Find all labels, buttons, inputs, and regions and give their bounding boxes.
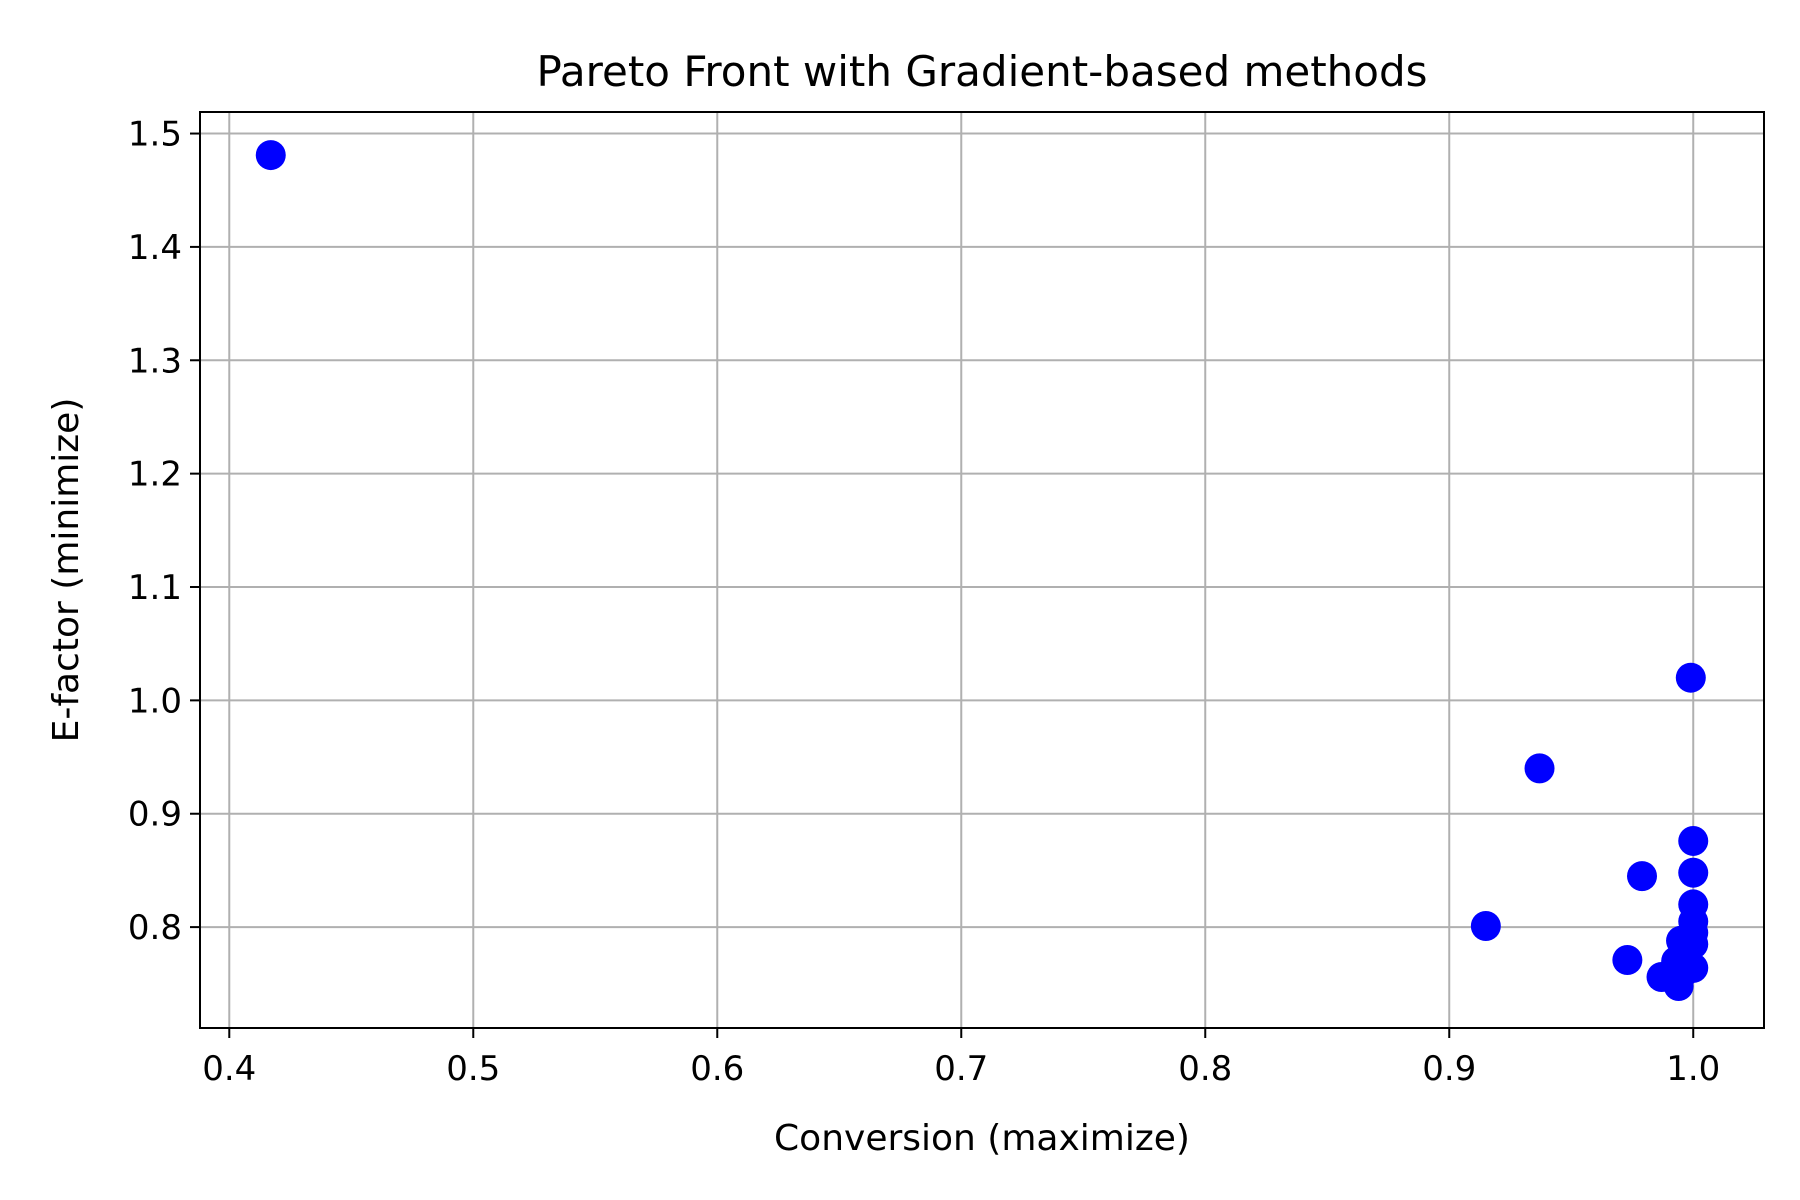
x-axis-label: Conversion (maximize)	[774, 1118, 1190, 1159]
scatter-point	[1678, 825, 1709, 856]
x-tick-label: 0.7	[934, 1049, 988, 1089]
grid-lines	[200, 112, 1764, 1028]
x-tick-label: 1.0	[1666, 1049, 1720, 1089]
x-tick-label: 0.9	[1422, 1049, 1476, 1089]
y-tick-label: 1.0	[128, 681, 182, 721]
scatter-point	[1612, 944, 1643, 975]
x-tick-label: 0.5	[446, 1049, 500, 1089]
y-tick-label: 1.4	[128, 228, 182, 268]
y-axis-label: E-factor (minimize)	[46, 398, 87, 743]
y-axis-ticks: 0.8 0.9 1.0 1.1 1.2 1.3 1.4 1.5	[128, 115, 200, 948]
plot-frame	[199, 111, 1765, 1029]
scatter-points	[255, 140, 1709, 1002]
scatter-point	[1678, 857, 1709, 888]
y-tick-label: 0.9	[128, 795, 182, 835]
x-tick-label: 0.8	[1178, 1049, 1232, 1089]
y-tick-label: 1.1	[128, 568, 182, 608]
scatter-point	[1627, 861, 1658, 892]
y-tick-label: 1.2	[128, 455, 182, 495]
scatter-point	[1524, 753, 1555, 784]
chart-title: Pareto Front with Gradient-based methods	[536, 47, 1427, 96]
y-tick-label: 1.5	[128, 115, 182, 155]
scatter-point	[1470, 910, 1501, 941]
y-tick-label: 1.3	[128, 341, 182, 381]
y-tick-label: 0.8	[128, 908, 182, 948]
scatter-point	[1675, 662, 1706, 693]
x-tick-label: 0.6	[690, 1049, 744, 1089]
scatter-point	[1663, 971, 1694, 1002]
x-axis-ticks: 0.4 0.5 0.6 0.7 0.8 0.9 1.0	[202, 1028, 1720, 1089]
scatter-point	[255, 140, 286, 171]
x-tick-label: 0.4	[202, 1049, 256, 1089]
